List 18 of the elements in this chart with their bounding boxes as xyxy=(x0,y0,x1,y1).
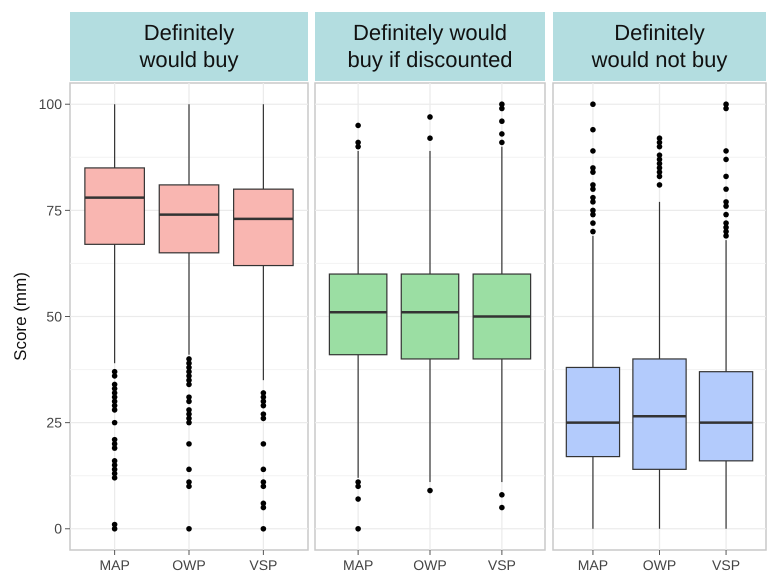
x-tick-label: MAP xyxy=(99,557,130,573)
chart-title: Definitely would buy xyxy=(138,20,239,72)
chart-title: Definitely would buy if discounted xyxy=(347,20,513,72)
x-tick-label: VSP xyxy=(249,557,278,573)
y-axis-title: Score (mm) xyxy=(11,272,30,361)
y-tick-label: 50 xyxy=(46,308,62,324)
x-tick-label: MAP xyxy=(578,557,608,573)
y-tick-label: 100 xyxy=(38,96,62,112)
x-tick-label: VSP xyxy=(712,557,740,573)
chart-title: Definitely would not buy xyxy=(590,20,728,72)
x-tick-label: OWP xyxy=(413,557,447,573)
y-tick-label: 0 xyxy=(54,520,62,537)
x-tick-label: MAP xyxy=(342,557,374,573)
x-tick-label: OWP xyxy=(172,557,206,573)
y-tick-label: 75 xyxy=(46,202,62,218)
y-tick-label: 25 xyxy=(46,414,62,431)
x-tick-label: VSP xyxy=(488,557,516,573)
x-tick-label: OWP xyxy=(642,557,676,573)
